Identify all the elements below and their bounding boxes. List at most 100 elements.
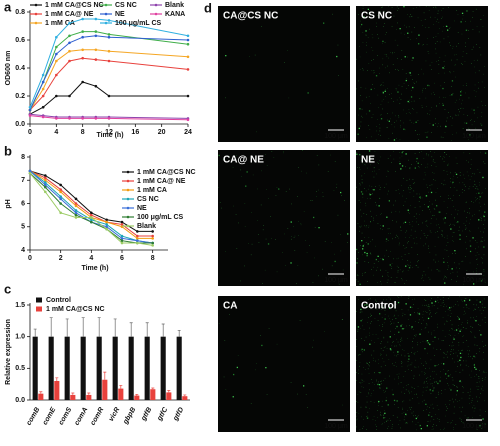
speckle — [361, 115, 362, 117]
speckle — [430, 223, 432, 224]
legend-label: CS NC — [115, 2, 137, 9]
speckle — [429, 205, 430, 206]
speckle — [369, 389, 370, 391]
speckle — [434, 387, 435, 389]
speckle — [402, 271, 403, 273]
speckle — [297, 265, 299, 266]
speckle — [375, 420, 376, 421]
speckle — [478, 219, 480, 221]
speckle — [427, 352, 428, 354]
speckle — [447, 242, 449, 243]
speckle — [459, 380, 461, 382]
speckle — [394, 354, 396, 356]
bar — [112, 336, 118, 400]
tile-label: Control — [361, 301, 397, 312]
speckle — [469, 129, 470, 130]
speckle — [356, 58, 357, 60]
speckle — [425, 390, 427, 391]
speckle — [375, 258, 377, 261]
speckle — [371, 354, 372, 356]
speckle — [461, 421, 462, 422]
speckle — [441, 340, 443, 341]
speckle — [384, 23, 385, 24]
speckle — [479, 425, 481, 427]
speckle — [485, 377, 486, 378]
speckle — [466, 171, 468, 173]
speckle — [389, 228, 390, 229]
speckle — [388, 359, 390, 360]
speckle — [455, 54, 457, 55]
speckle — [418, 312, 420, 313]
speckle — [359, 46, 360, 47]
speckle — [303, 385, 305, 387]
speckle — [356, 311, 357, 312]
speckle — [468, 139, 469, 140]
speckle — [460, 108, 461, 109]
speckle — [481, 101, 482, 102]
speckle — [356, 346, 357, 347]
speckle — [382, 82, 384, 83]
speckle — [483, 254, 485, 256]
speckle — [435, 254, 437, 256]
speckle — [405, 422, 407, 424]
speckle — [430, 211, 431, 213]
speckle — [380, 411, 381, 413]
speckle — [447, 26, 448, 27]
speckle — [404, 201, 406, 203]
speckle — [428, 421, 429, 422]
speckle — [422, 44, 423, 46]
speckle — [445, 354, 447, 355]
speckle — [369, 335, 370, 336]
tile-background — [218, 6, 350, 142]
speckle — [464, 298, 466, 299]
point — [120, 223, 124, 226]
legend-label: Blank — [137, 223, 156, 230]
speckle — [470, 377, 472, 378]
speckle — [443, 161, 445, 162]
speckle — [459, 372, 461, 373]
speckle — [264, 269, 266, 271]
speckle — [448, 298, 449, 299]
point — [28, 171, 32, 175]
speckle — [429, 367, 430, 369]
speckle — [265, 154, 266, 155]
speckle — [384, 378, 386, 379]
speckle — [444, 275, 445, 277]
speckle — [394, 282, 396, 283]
speckle — [457, 355, 458, 357]
speckle — [469, 299, 471, 301]
speckle — [401, 151, 403, 154]
point — [94, 48, 98, 52]
speckle — [373, 274, 374, 276]
point — [90, 216, 93, 219]
speckle — [479, 397, 480, 398]
speckle — [404, 129, 406, 131]
speckle — [364, 164, 366, 166]
speckle — [462, 336, 463, 337]
speckle — [394, 52, 395, 53]
speckle — [448, 384, 449, 386]
speckle — [444, 152, 445, 153]
speckle — [250, 254, 252, 256]
speckle — [370, 313, 371, 315]
speckle — [334, 161, 336, 162]
speckle — [388, 120, 390, 122]
speckle — [408, 319, 409, 320]
speckle — [429, 201, 430, 202]
speckle — [408, 358, 410, 360]
speckle — [370, 401, 372, 402]
speckle — [467, 115, 468, 116]
speckle — [410, 187, 411, 188]
speckle — [417, 134, 418, 135]
legend-swatch — [36, 297, 42, 303]
speckle — [266, 165, 268, 166]
speckle — [460, 419, 462, 421]
point — [105, 218, 108, 222]
speckle — [429, 64, 431, 66]
speckle — [360, 382, 362, 384]
speckle — [485, 344, 486, 346]
speckle — [442, 297, 444, 298]
speckle — [477, 188, 479, 190]
speckle — [459, 172, 461, 173]
speckle — [483, 246, 485, 248]
